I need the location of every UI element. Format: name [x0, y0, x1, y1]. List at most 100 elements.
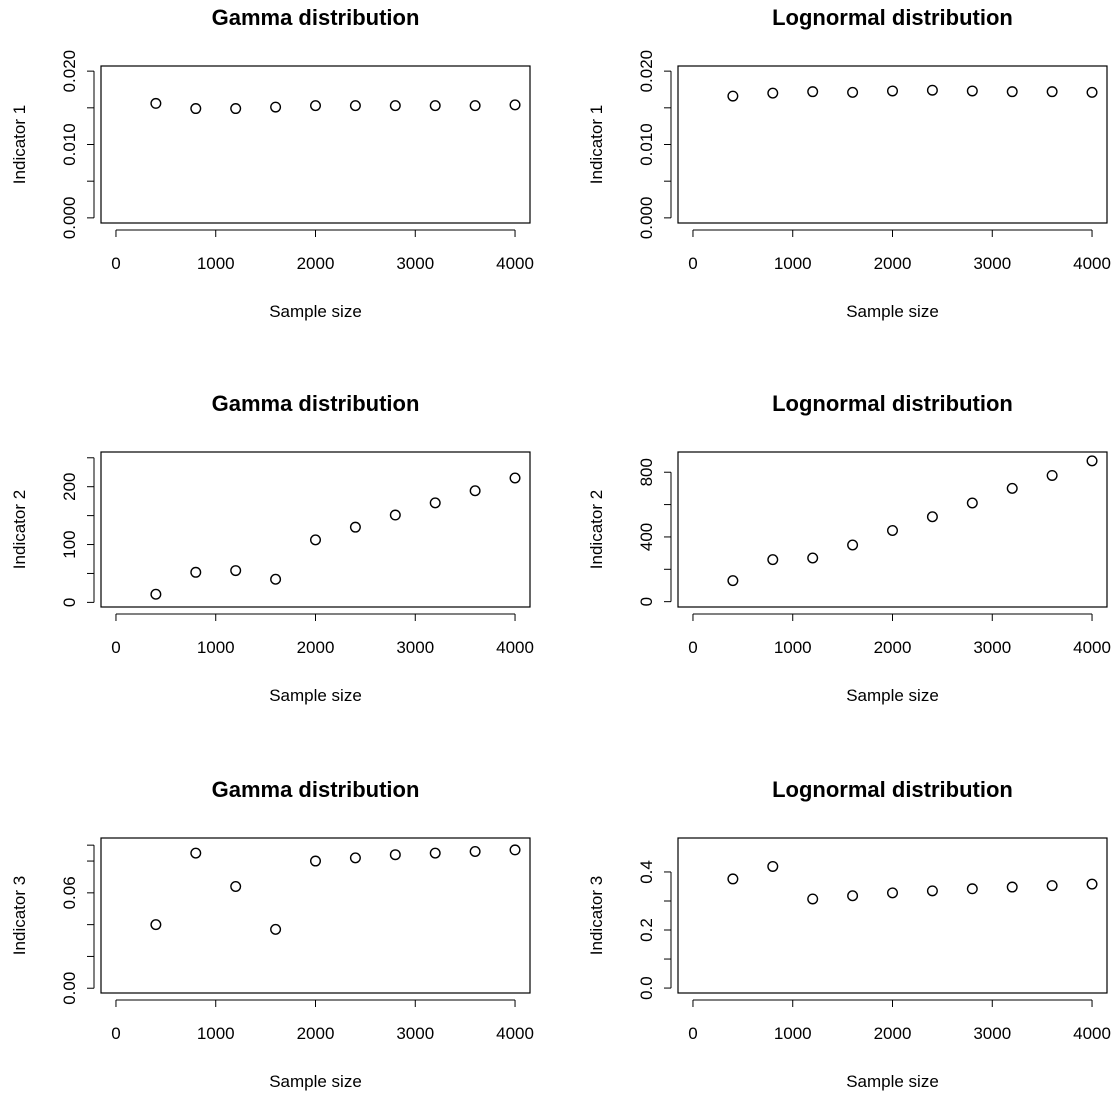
y-tick-label: 0.4 — [637, 860, 656, 884]
data-point — [887, 887, 899, 899]
data-point — [1086, 455, 1098, 467]
data-point — [847, 890, 859, 902]
chart-panel-1: Gamma distribution 0 1000 2000 3000 4000 Sampl… — [10, 5, 534, 321]
plot-frame — [677, 837, 1108, 994]
chart-title: Gamma distribution — [212, 777, 420, 802]
data-point — [469, 846, 481, 858]
data-point — [469, 100, 481, 112]
y-tick-label: 800 — [637, 458, 656, 486]
chart-panel-2: Lognormal distribution 0 1000 2000 3000 4000 S… — [587, 5, 1111, 321]
y-tick-label: 0.00 — [60, 972, 79, 1005]
data-point — [190, 847, 202, 859]
chart-title: Lognormal distribution — [772, 5, 1013, 30]
data-point — [270, 573, 282, 585]
data-point — [509, 99, 521, 111]
y-tick-label: 0.2 — [637, 918, 656, 942]
x-tick-label: 3000 — [973, 254, 1011, 273]
x-tick-label: 0 — [111, 1024, 120, 1043]
plot-frame — [100, 451, 531, 608]
plot-frame — [100, 65, 531, 224]
y-tick-label: 0.020 — [60, 50, 79, 93]
y-tick-label: 0.020 — [637, 50, 656, 93]
x-tick-label: 2000 — [874, 1024, 912, 1043]
data-point — [469, 485, 481, 497]
x-tick-label: 1000 — [774, 1024, 812, 1043]
chart-title: Gamma distribution — [212, 391, 420, 416]
x-tick-label: 4000 — [1073, 254, 1111, 273]
data-point — [429, 100, 441, 112]
data-point — [270, 923, 282, 935]
y-axis-label: Indicator 2 — [587, 490, 606, 569]
y-tick-label: 0.010 — [637, 123, 656, 166]
data-point — [847, 86, 859, 98]
x-tick-label: 1000 — [197, 254, 235, 273]
data-point — [1006, 482, 1018, 494]
data-point — [150, 919, 162, 931]
data-point — [767, 87, 779, 99]
x-tick-label: 1000 — [774, 254, 812, 273]
data-point — [1086, 878, 1098, 890]
data-point — [349, 521, 361, 533]
data-point — [1086, 86, 1098, 98]
data-point — [150, 97, 162, 109]
data-point — [349, 100, 361, 112]
chart-panel-6: Lognormal distribution 0 1000 2000 3000 4000 S… — [587, 777, 1111, 1091]
data-point — [389, 509, 401, 521]
x-axis-label: Sample size — [269, 1072, 362, 1091]
x-tick-label: 4000 — [496, 254, 534, 273]
data-point — [887, 85, 899, 97]
data-point — [966, 85, 978, 97]
data-point — [847, 539, 859, 551]
y-tick-label: 100 — [60, 530, 79, 558]
x-tick-label: 2000 — [874, 254, 912, 273]
x-tick-label: 0 — [688, 1024, 697, 1043]
x-tick-label: 1000 — [197, 638, 235, 657]
x-tick-label: 3000 — [973, 638, 1011, 657]
data-point — [966, 883, 978, 895]
x-tick-label: 1000 — [197, 1024, 235, 1043]
x-axis-label: Sample size — [846, 302, 939, 321]
plot-frame — [100, 837, 531, 994]
data-point — [270, 101, 282, 113]
data-point — [389, 100, 401, 112]
y-axis-label: Indicator 1 — [10, 105, 29, 184]
data-point — [349, 852, 361, 864]
x-tick-label: 1000 — [774, 638, 812, 657]
x-axis-label: Sample size — [269, 686, 362, 705]
x-tick-label: 4000 — [1073, 638, 1111, 657]
x-tick-label: 0 — [688, 638, 697, 657]
x-tick-label: 4000 — [1073, 1024, 1111, 1043]
y-tick-label: 0.000 — [60, 197, 79, 240]
x-tick-label: 3000 — [396, 638, 434, 657]
y-axis-label: Indicator 3 — [10, 876, 29, 955]
data-point — [1006, 86, 1018, 98]
data-point — [727, 90, 739, 102]
plot-frame — [677, 65, 1108, 224]
data-point — [429, 497, 441, 509]
data-point — [926, 84, 938, 96]
data-point — [310, 855, 322, 867]
y-tick-label: 0.06 — [60, 876, 79, 909]
data-point — [230, 880, 242, 892]
data-point — [310, 100, 322, 112]
data-point — [767, 554, 779, 566]
plot-frame — [677, 451, 1108, 608]
y-tick-label: 200 — [60, 473, 79, 501]
data-point — [1046, 880, 1058, 892]
data-point — [509, 472, 521, 484]
data-point — [310, 534, 322, 546]
x-tick-label: 2000 — [297, 254, 335, 273]
data-point — [1006, 881, 1018, 893]
data-point — [190, 566, 202, 578]
x-axis-label: Sample size — [846, 686, 939, 705]
x-tick-label: 3000 — [396, 1024, 434, 1043]
x-axis-label: Sample size — [269, 302, 362, 321]
y-tick-label: 0.0 — [637, 976, 656, 1000]
data-point — [966, 497, 978, 509]
x-tick-label: 4000 — [496, 1024, 534, 1043]
y-tick-label: 400 — [637, 523, 656, 551]
data-point — [926, 885, 938, 897]
y-axis-label: Indicator 1 — [587, 105, 606, 184]
